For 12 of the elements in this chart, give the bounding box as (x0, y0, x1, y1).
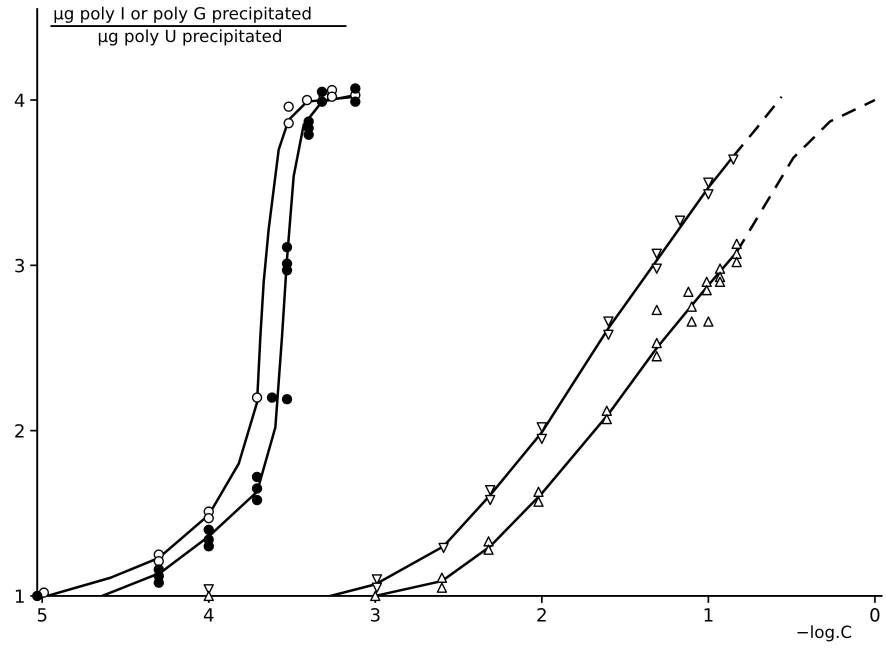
y-tick-label: 2 (15, 424, 24, 438)
y-tick-label: 4 (14, 94, 24, 107)
x-axis-title: −log.C (797, 625, 852, 642)
x-tick-label: 4 (204, 608, 214, 622)
y-axis-title: µg poly I or poly G precipitated µg poly U precipitated (54, 6, 310, 46)
y-tick-label: 3 (15, 258, 24, 272)
x-tick-label: 5 (38, 608, 46, 622)
x-tick-label: 3 (370, 608, 380, 622)
x-tick-label: 0 (870, 608, 880, 622)
x-tick-label: 1 (704, 608, 712, 622)
y-tick-label: 1 (16, 590, 24, 603)
x-tick-label: 2 (537, 608, 546, 622)
